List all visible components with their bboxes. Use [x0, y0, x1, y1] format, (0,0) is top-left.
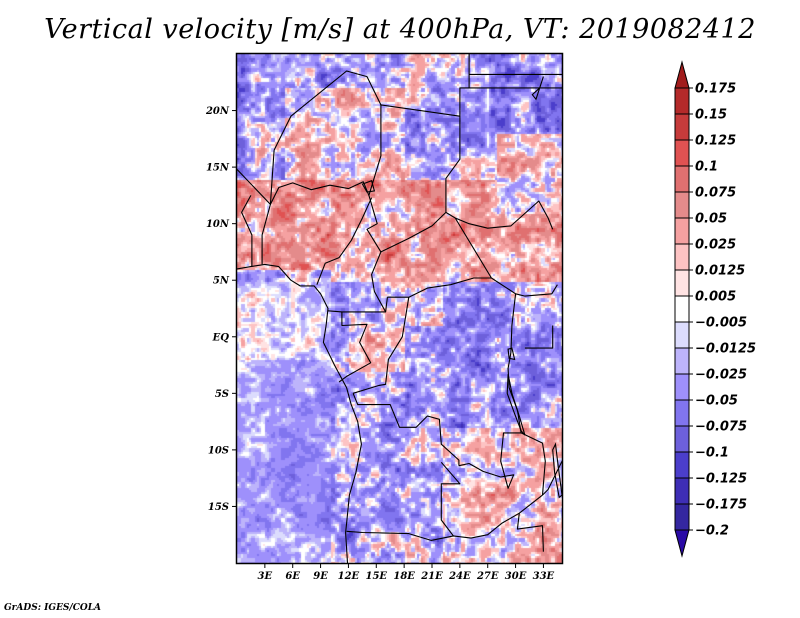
country-border — [542, 460, 563, 496]
y-tick-label: 10S — [208, 445, 229, 456]
lake-outline — [506, 373, 526, 436]
country-border — [269, 181, 370, 205]
country-border — [366, 195, 387, 313]
colorbar-segment — [674, 191, 690, 219]
y-tick-label: 15N — [206, 163, 230, 174]
colorbar-label: 0.005 — [695, 290, 736, 305]
country-border — [520, 432, 546, 496]
country-border — [408, 277, 492, 298]
country-border — [458, 432, 522, 489]
country-border — [352, 393, 460, 466]
y-tick-label: 5S — [215, 389, 229, 400]
x-tick-label: 27E — [476, 571, 499, 582]
colorbar-label: −0.2 — [695, 524, 729, 539]
colorbar-label: −0.125 — [695, 472, 747, 487]
x-tick-label: 3E — [258, 571, 273, 582]
colorbar-segment — [674, 113, 690, 141]
country-border — [380, 211, 492, 279]
colorbar-label: 0.175 — [695, 82, 736, 97]
x-tick-label: 18E — [393, 571, 415, 582]
country-border — [445, 116, 461, 213]
colorbar-label: −0.0125 — [695, 342, 756, 357]
country-border — [236, 150, 275, 205]
velocity-field-heatmap — [237, 54, 562, 563]
colorbar-label: 0.0125 — [695, 264, 745, 279]
country-border — [338, 311, 372, 383]
colorbar-label: 0.075 — [695, 186, 736, 201]
colorbar-label: 0.025 — [695, 238, 736, 253]
colorbar-segment — [674, 477, 690, 505]
x-tick-label: 21E — [420, 571, 443, 582]
country-border — [327, 297, 388, 313]
country-border — [507, 293, 522, 433]
grads-credit: GrADS: IGES/COLA — [4, 603, 102, 613]
country-border — [241, 195, 253, 267]
country-border — [516, 513, 544, 552]
colorbar-label: 0.125 — [695, 134, 736, 149]
country-border — [261, 204, 271, 265]
colorbar-segment — [674, 139, 690, 167]
colorbar-segment — [674, 373, 690, 401]
colorbar-segment — [674, 217, 690, 245]
x-tick-label: 33E — [533, 571, 555, 582]
colorbar-label: −0.075 — [695, 420, 747, 435]
colorbar-segment — [674, 165, 690, 193]
colorbar-segment — [674, 295, 690, 323]
colorbar-label: 0.05 — [695, 212, 727, 227]
country-border — [273, 70, 382, 151]
country-border — [454, 200, 554, 230]
country-border — [440, 461, 461, 537]
lake-outline — [531, 76, 544, 101]
colorbar-segment — [674, 451, 690, 479]
country-border — [524, 325, 554, 349]
colorbar-label: 0.15 — [695, 108, 727, 123]
country-border — [316, 197, 373, 285]
colorbar-label: 0.1 — [695, 160, 718, 175]
x-tick-label: 30E — [505, 571, 527, 582]
colorbar-segment — [674, 503, 690, 531]
x-tick-label: 12E — [338, 571, 360, 582]
country-border — [346, 530, 472, 541]
colorbar-under-triangle — [674, 529, 690, 558]
country-border — [470, 494, 543, 539]
y-tick-label: 5N — [213, 276, 230, 287]
y-tick-label: 10N — [206, 219, 230, 230]
x-tick-label: 9E — [313, 571, 328, 582]
colorbar-label: −0.025 — [695, 368, 747, 383]
colorbar-label: −0.1 — [695, 446, 729, 461]
x-tick-label: 24E — [448, 571, 471, 582]
country-borders — [236, 54, 563, 564]
colorbar-segment — [674, 269, 690, 297]
colorbar: 0.175 0.15 0.125 0.1 0.075 0.05 0.025 0.0125 0.0… — [674, 60, 756, 558]
colorbar-segment — [674, 347, 690, 375]
colorbar-label: −0.175 — [695, 498, 747, 513]
country-border — [236, 263, 362, 564]
y-tick-label: EQ — [212, 332, 230, 343]
map-frame — [235, 52, 564, 565]
lake-outline — [507, 347, 516, 361]
x-axis: 3E 6E 9E 12E 15E 18E 21E 24E 27E 30E 33E — [258, 563, 555, 582]
colorbar-over-triangle — [674, 60, 690, 89]
y-tick-label: 20N — [205, 106, 230, 117]
chart-title: Vertical velocity [m/s] at 400hPa, VT: 2… — [44, 14, 756, 45]
colorbar-segment — [674, 425, 690, 453]
lake-outline — [552, 442, 563, 499]
y-tick-label: 15S — [208, 502, 229, 513]
colorbar-segment — [674, 87, 690, 115]
x-tick-label: 15E — [366, 571, 388, 582]
colorbar-segment — [674, 399, 690, 427]
lake-outline — [361, 179, 376, 193]
colorbar-label: −0.05 — [695, 394, 738, 409]
colorbar-label: −0.005 — [695, 316, 747, 331]
colorbar-segment — [674, 243, 690, 271]
colorbar-segment — [674, 321, 690, 349]
x-tick-label: 6E — [285, 571, 300, 582]
country-border — [459, 87, 562, 111]
country-border — [491, 277, 558, 297]
y-axis: 20N 15N 10N 5N EQ 5S 10S 15S — [205, 106, 237, 513]
